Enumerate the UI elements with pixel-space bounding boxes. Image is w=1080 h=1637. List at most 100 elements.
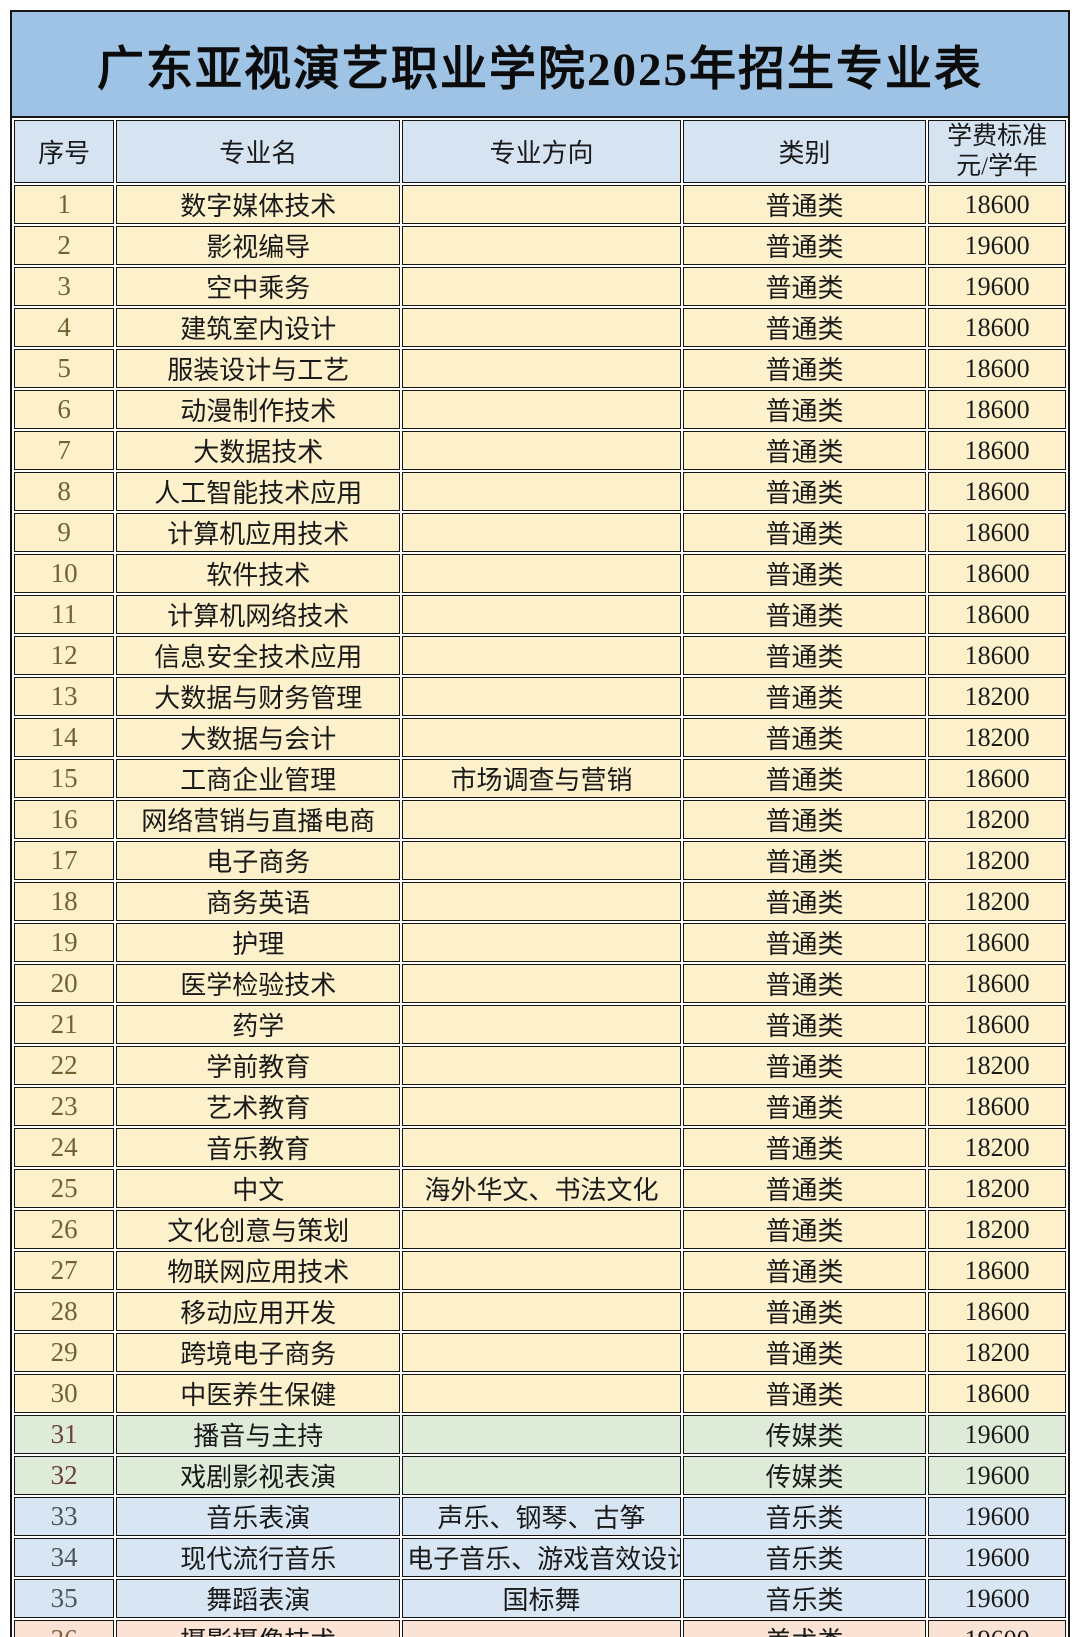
cell-direction: 海外华文、书法文化 <box>402 1169 681 1208</box>
cell-category: 传媒类 <box>682 1415 927 1454</box>
cell-category: 普通类 <box>682 1374 927 1413</box>
cell-fee: 18600 <box>928 472 1066 511</box>
table-row: 25 中文 海外华文、书法文化 普通类 18200 <box>14 1169 1066 1208</box>
cell-fee: 18600 <box>928 513 1066 552</box>
cell-category: 普通类 <box>682 923 927 962</box>
cell-direction: 国标舞 <box>402 1579 681 1618</box>
col-header-fee: 学费标准 元/学年 <box>928 120 1066 183</box>
cell-category: 普通类 <box>682 267 927 306</box>
cell-major: 音乐教育 <box>116 1128 401 1167</box>
cell-category: 普通类 <box>682 841 927 880</box>
table-row: 22 学前教育 普通类 18200 <box>14 1046 1066 1085</box>
cell-direction <box>402 718 681 757</box>
cell-major: 数字媒体技术 <box>116 185 401 224</box>
cell-category: 普通类 <box>682 595 927 634</box>
cell-major: 学前教育 <box>116 1046 401 1085</box>
cell-direction <box>402 1087 681 1126</box>
table-row: 27 物联网应用技术 普通类 18600 <box>14 1251 1066 1290</box>
table-body: 1 数字媒体技术 普通类 18600 2 影视编导 普通类 19600 3 空中… <box>14 185 1066 1637</box>
cell-no: 11 <box>14 595 115 634</box>
cell-no: 13 <box>14 677 115 716</box>
cell-direction <box>402 267 681 306</box>
admissions-table: 序号 专业名 专业方向 类别 学费标准 元/学年 1 数字媒体技术 普通类 18… <box>12 118 1068 1637</box>
cell-category: 普通类 <box>682 964 927 1003</box>
cell-fee: 19600 <box>928 1579 1066 1618</box>
cell-fee: 18200 <box>928 841 1066 880</box>
table-row: 10 软件技术 普通类 18600 <box>14 554 1066 593</box>
cell-no: 20 <box>14 964 115 1003</box>
cell-direction <box>402 882 681 921</box>
cell-fee: 18600 <box>928 308 1066 347</box>
cell-fee: 18600 <box>928 964 1066 1003</box>
table-row: 28 移动应用开发 普通类 18600 <box>14 1292 1066 1331</box>
cell-category: 音乐类 <box>682 1538 927 1577</box>
table-row: 7 大数据技术 普通类 18600 <box>14 431 1066 470</box>
cell-category: 普通类 <box>682 718 927 757</box>
cell-category: 传媒类 <box>682 1456 927 1495</box>
cell-no: 3 <box>14 267 115 306</box>
table-row: 21 药学 普通类 18600 <box>14 1005 1066 1044</box>
table-row: 17 电子商务 普通类 18200 <box>14 841 1066 880</box>
cell-no: 29 <box>14 1333 115 1372</box>
cell-fee: 19600 <box>928 1497 1066 1536</box>
cell-category: 普通类 <box>682 349 927 388</box>
cell-direction <box>402 390 681 429</box>
cell-major: 建筑室内设计 <box>116 308 401 347</box>
cell-category: 普通类 <box>682 1251 927 1290</box>
cell-fee: 18600 <box>928 923 1066 962</box>
cell-fee: 18600 <box>928 759 1066 798</box>
cell-direction <box>402 923 681 962</box>
cell-category: 普通类 <box>682 636 927 675</box>
cell-major: 网络营销与直播电商 <box>116 800 401 839</box>
table-header: 序号 专业名 专业方向 类别 学费标准 元/学年 <box>14 120 1066 183</box>
cell-no: 9 <box>14 513 115 552</box>
cell-direction <box>402 513 681 552</box>
cell-major: 戏剧影视表演 <box>116 1456 401 1495</box>
cell-category: 普通类 <box>682 1005 927 1044</box>
cell-no: 17 <box>14 841 115 880</box>
table-row: 16 网络营销与直播电商 普通类 18200 <box>14 800 1066 839</box>
cell-fee: 18200 <box>928 800 1066 839</box>
cell-category: 普通类 <box>682 1210 927 1249</box>
cell-no: 28 <box>14 1292 115 1331</box>
cell-major: 文化创意与策划 <box>116 1210 401 1249</box>
cell-direction <box>402 800 681 839</box>
cell-no: 15 <box>14 759 115 798</box>
table-row: 30 中医养生保健 普通类 18600 <box>14 1374 1066 1413</box>
header-row: 序号 专业名 专业方向 类别 学费标准 元/学年 <box>14 120 1066 183</box>
cell-major: 动漫制作技术 <box>116 390 401 429</box>
cell-direction <box>402 226 681 265</box>
cell-category: 普通类 <box>682 554 927 593</box>
cell-fee: 18200 <box>928 1128 1066 1167</box>
table-row: 11 计算机网络技术 普通类 18600 <box>14 595 1066 634</box>
table-row: 18 商务英语 普通类 18200 <box>14 882 1066 921</box>
table-row: 34 现代流行音乐 电子音乐、游戏音效设计 音乐类 19600 <box>14 1538 1066 1577</box>
table-row: 13 大数据与财务管理 普通类 18200 <box>14 677 1066 716</box>
cell-major: 医学检验技术 <box>116 964 401 1003</box>
cell-no: 18 <box>14 882 115 921</box>
cell-category: 普通类 <box>682 1292 927 1331</box>
table-row: 33 音乐表演 声乐、钢琴、古筝 音乐类 19600 <box>14 1497 1066 1536</box>
table-row: 5 服装设计与工艺 普通类 18600 <box>14 349 1066 388</box>
cell-category: 普通类 <box>682 882 927 921</box>
cell-fee: 18600 <box>928 554 1066 593</box>
cell-direction <box>402 1046 681 1085</box>
cell-no: 16 <box>14 800 115 839</box>
cell-direction <box>402 1128 681 1167</box>
cell-no: 22 <box>14 1046 115 1085</box>
table-row: 12 信息安全技术应用 普通类 18600 <box>14 636 1066 675</box>
fee-header-line1: 学费标准 <box>947 123 1048 150</box>
table-row: 32 戏剧影视表演 传媒类 19600 <box>14 1456 1066 1495</box>
table-row: 4 建筑室内设计 普通类 18600 <box>14 308 1066 347</box>
cell-major: 人工智能技术应用 <box>116 472 401 511</box>
cell-major: 商务英语 <box>116 882 401 921</box>
cell-no: 27 <box>14 1251 115 1290</box>
cell-direction <box>402 1210 681 1249</box>
cell-no: 10 <box>14 554 115 593</box>
cell-fee: 19600 <box>928 1456 1066 1495</box>
table-row: 31 播音与主持 传媒类 19600 <box>14 1415 1066 1454</box>
cell-fee: 18200 <box>928 1210 1066 1249</box>
cell-major: 跨境电子商务 <box>116 1333 401 1372</box>
cell-fee: 19600 <box>928 1620 1066 1637</box>
